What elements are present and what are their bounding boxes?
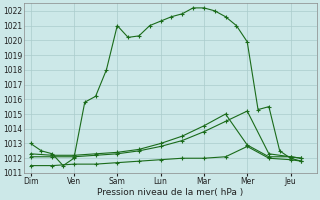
X-axis label: Pression niveau de la mer( hPa ): Pression niveau de la mer( hPa ): [97, 188, 244, 197]
